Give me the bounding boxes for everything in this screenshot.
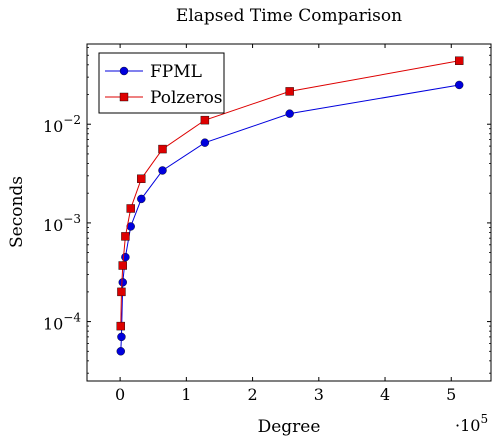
data-point-fpml bbox=[121, 252, 130, 262]
data-point-polzeros bbox=[200, 115, 210, 125]
data-point-fpml bbox=[137, 194, 146, 204]
series-layer bbox=[116, 56, 464, 356]
x-axis-label: Degree bbox=[258, 417, 321, 437]
y-axis-ticks: 10−410−310−2 bbox=[43, 47, 491, 374]
legend-marker-polzeros bbox=[119, 92, 129, 102]
x-tick-label: 0 bbox=[115, 385, 125, 404]
data-point-polzeros bbox=[158, 144, 167, 154]
data-point-polzeros bbox=[117, 287, 126, 297]
data-point-fpml bbox=[126, 222, 135, 231]
legend-label-polzeros: Polzeros bbox=[150, 88, 223, 108]
data-point-fpml bbox=[116, 347, 125, 356]
data-point-polzeros bbox=[137, 174, 146, 183]
data-point-polzeros bbox=[118, 261, 127, 270]
x-tick-label: 1 bbox=[181, 385, 191, 404]
y-tick-exp: −4 bbox=[63, 311, 81, 325]
x-tick-label: 2 bbox=[247, 385, 257, 404]
data-point-fpml bbox=[200, 138, 210, 147]
y-tick-base: 10 bbox=[43, 216, 63, 235]
x-axis-ticks: 0 1 2 3 4 5 bbox=[115, 44, 456, 404]
data-point-fpml bbox=[117, 332, 126, 342]
x-tick-label: 3 bbox=[314, 385, 324, 404]
legend-marker-fpml bbox=[119, 66, 129, 76]
data-point-fpml bbox=[455, 80, 464, 90]
data-point-polzeros bbox=[455, 56, 464, 65]
x-tick-label: 4 bbox=[380, 385, 390, 404]
y-tick-exp: −3 bbox=[63, 212, 81, 226]
x-axis-scale-label: ·105 bbox=[455, 412, 488, 435]
y-tick-base: 10 bbox=[43, 117, 63, 136]
y-tick-exp: −2 bbox=[63, 113, 81, 127]
data-point-polzeros bbox=[126, 204, 135, 213]
series-line-polzeros bbox=[120, 60, 460, 327]
y-tick-base: 10 bbox=[43, 315, 63, 334]
plot-frame bbox=[86, 43, 492, 382]
data-point-fpml bbox=[158, 166, 167, 175]
data-point-fpml bbox=[285, 109, 294, 118]
data-point-polzeros bbox=[121, 232, 130, 241]
data-point-polzeros bbox=[285, 87, 294, 96]
y-tick-label: 10−3 bbox=[43, 212, 81, 235]
y-axis-label: Seconds bbox=[7, 176, 27, 248]
data-point-polzeros bbox=[116, 321, 125, 331]
legend-label-fpml: FPML bbox=[150, 62, 202, 82]
x-tick-label: 5 bbox=[446, 385, 456, 404]
y-tick-label: 10−4 bbox=[43, 311, 81, 334]
data-point-fpml bbox=[118, 278, 127, 287]
y-tick-label: 10−2 bbox=[43, 113, 81, 136]
x-scale-exp: 5 bbox=[480, 412, 488, 426]
series-line-fpml bbox=[120, 84, 460, 352]
legend-box bbox=[98, 52, 225, 114]
chart-title: Elapsed Time Comparison bbox=[176, 6, 402, 26]
x-scale-base: ·10 bbox=[455, 416, 480, 435]
legend: FPML Polzeros bbox=[98, 52, 225, 114]
